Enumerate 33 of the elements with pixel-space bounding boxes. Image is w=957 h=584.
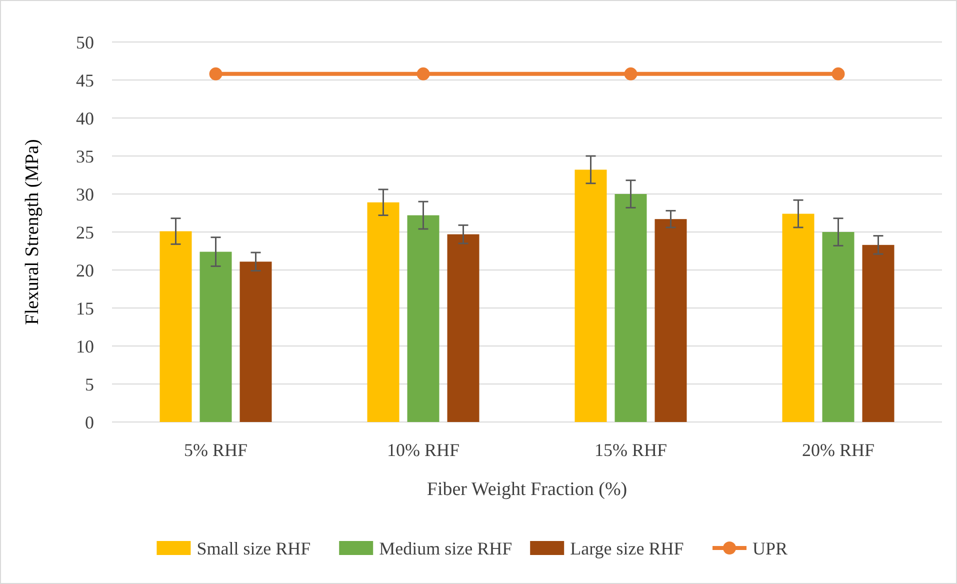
bar bbox=[200, 252, 232, 422]
x-tick-label: 5% RHF bbox=[184, 440, 248, 460]
y-tick-label: 5 bbox=[85, 374, 94, 394]
y-tick-label: 10 bbox=[76, 336, 94, 356]
x-tick-label: 15% RHF bbox=[594, 440, 668, 460]
y-tick-label: 15 bbox=[76, 298, 94, 318]
bar bbox=[782, 214, 814, 422]
y-tick-label: 50 bbox=[76, 32, 94, 52]
y-axis-title: Flexural Strength (MPa) bbox=[22, 139, 43, 325]
y-tick-label: 40 bbox=[76, 108, 94, 128]
bar bbox=[240, 262, 272, 422]
bar bbox=[407, 215, 440, 422]
bar bbox=[447, 234, 480, 422]
bar bbox=[862, 244, 894, 422]
y-tick-label: 25 bbox=[76, 222, 94, 242]
x-axis-title: Fiber Weight Fraction (%) bbox=[426, 479, 628, 500]
legend-label: Medium size RHF bbox=[379, 538, 512, 558]
bar bbox=[160, 231, 192, 422]
legend-label: Small size RHF bbox=[196, 538, 311, 558]
legend-label: Large size RHF bbox=[570, 538, 684, 558]
bar bbox=[822, 232, 854, 422]
bar bbox=[367, 202, 400, 422]
y-tick-label: 30 bbox=[76, 184, 94, 204]
y-tick-label: 45 bbox=[76, 70, 94, 90]
y-tick-label: 0 bbox=[85, 412, 94, 432]
bar bbox=[614, 194, 647, 422]
legend-label: UPR bbox=[752, 538, 788, 558]
bar bbox=[574, 170, 607, 422]
y-tick-label: 35 bbox=[76, 146, 94, 166]
y-tick-label: 20 bbox=[76, 260, 94, 280]
bar bbox=[654, 219, 687, 422]
x-tick-label: 10% RHF bbox=[386, 440, 460, 460]
x-tick-label: 20% RHF bbox=[802, 440, 875, 460]
